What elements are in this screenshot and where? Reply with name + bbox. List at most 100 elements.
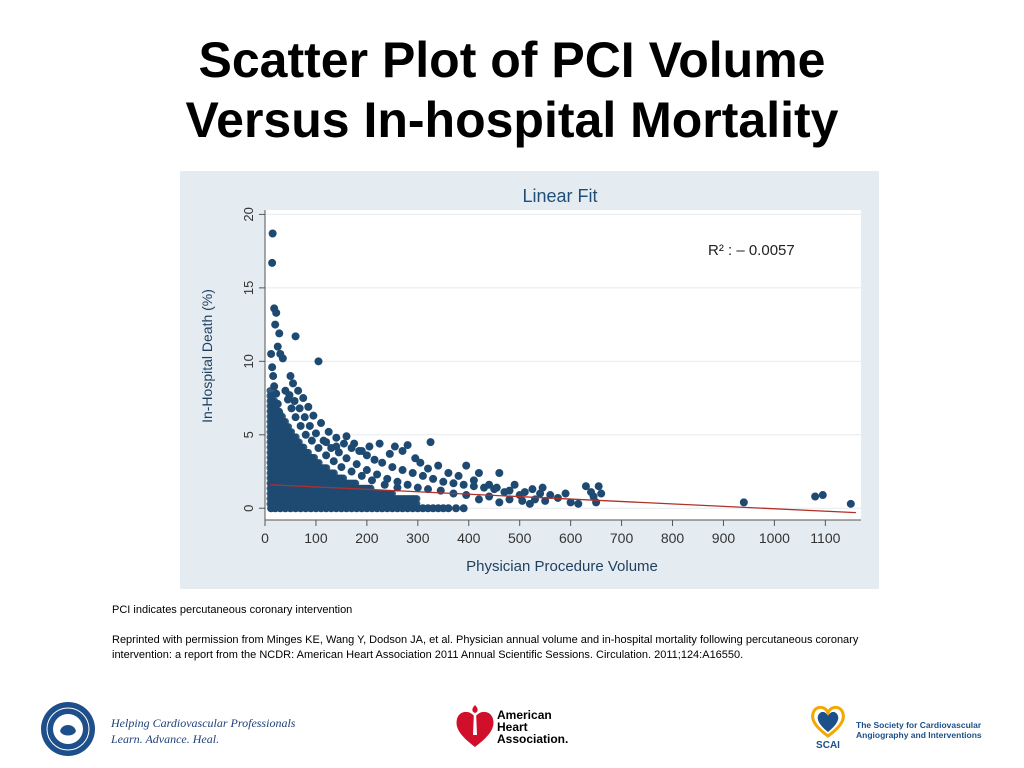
scatter-point: [339, 439, 348, 448]
scatter-point: [528, 485, 537, 494]
y-tick-label: 5: [241, 431, 256, 438]
scatter-point: [424, 464, 433, 473]
scatter-point: [469, 482, 478, 491]
scatter-point: [426, 438, 435, 447]
scatter-point: [268, 258, 277, 267]
scatter-point: [267, 349, 276, 358]
scatter-point: [305, 421, 314, 430]
scatter-point: [518, 496, 527, 505]
x-tick-label: 500: [508, 530, 532, 546]
scatter-point: [403, 441, 412, 450]
scatter-point: [319, 436, 328, 445]
scatter-point: [357, 446, 366, 455]
scatter-point: [739, 498, 748, 507]
scatter-point: [485, 492, 494, 501]
scatter-point: [538, 483, 547, 492]
scatter-point: [495, 468, 504, 477]
scatter-point: [327, 444, 336, 453]
acc-tagline-line-1: Helping Cardiovascular Professionals: [111, 716, 296, 730]
aha-line-1: American: [497, 708, 552, 722]
scatter-point: [561, 489, 570, 498]
acc-tagline-line-2: Learn. Advance. Heal.: [111, 732, 220, 746]
scatter-point: [546, 491, 555, 500]
scatter-point: [444, 468, 453, 477]
scatter-point: [492, 483, 501, 492]
scatter-point: [373, 470, 382, 479]
scatter-point: [268, 229, 277, 238]
scatter-point: [309, 411, 318, 420]
scatter-point: [424, 485, 433, 494]
scatter-point: [370, 455, 379, 464]
scai-line-2: Angiography and Interventions: [856, 730, 982, 740]
scatter-point: [485, 480, 494, 489]
x-tick-label: 700: [610, 530, 634, 546]
scatter-point: [273, 342, 282, 351]
scatter-point: [398, 466, 407, 475]
scatter-point: [429, 474, 438, 483]
scatter-point: [295, 404, 304, 413]
scatter-point: [294, 386, 303, 395]
scatter-point: [597, 489, 606, 498]
aha-line-2: Heart: [497, 720, 528, 734]
scatter-point: [347, 467, 356, 476]
x-axis-label: Physician Procedure Volume: [466, 558, 658, 575]
scatter-point: [541, 496, 550, 505]
scatter-point-dense: [413, 500, 421, 508]
scatter-point: [299, 394, 308, 403]
r-squared-annotation: R² : – 0.0057: [708, 242, 795, 259]
scatter-point: [462, 491, 471, 500]
scatter-point: [434, 461, 443, 470]
scatter-point: [459, 480, 468, 489]
scatter-point: [385, 449, 394, 458]
y-tick-label: 15: [241, 281, 256, 295]
aha-line-3: Association.: [497, 732, 569, 746]
scatter-point: [311, 429, 320, 438]
citation-note: Reprinted with permission from Minges KE…: [112, 634, 859, 661]
scatter-point: [278, 354, 287, 363]
scatter-point: [393, 477, 402, 486]
scatter-point: [594, 482, 603, 491]
scatter-point: [337, 463, 346, 472]
scatter-point: [574, 499, 583, 508]
scatter-point: [342, 432, 351, 441]
scatter-point: [301, 430, 310, 439]
scatter-chart: 0 5 10 15 20 0 100 200 300 400 500 600 700 800 900 1000…: [180, 171, 879, 589]
scatter-point: [362, 466, 371, 475]
y-axis-label: In-Hospital Death (%): [199, 289, 215, 423]
scai-line-1: The Society for Cardiovascular: [856, 720, 982, 730]
aha-wordmark: American Heart Association.: [497, 709, 568, 745]
x-tick-label: 300: [406, 530, 430, 546]
acc-tagline: Helping Cardiovascular Professionals Lea…: [111, 715, 295, 747]
scatter-point: [403, 480, 412, 489]
x-tick-label: 200: [355, 530, 379, 546]
x-tick-label: 1100: [810, 530, 840, 546]
y-tick-label: 20: [241, 207, 256, 221]
scatter-point: [296, 421, 305, 430]
scatter-point: [469, 476, 478, 485]
scatter-point: [444, 504, 453, 513]
scatter-point: [418, 471, 427, 480]
x-tick-label: 100: [304, 530, 328, 546]
scatter-point: [286, 372, 295, 381]
scatter-point: [811, 492, 820, 501]
scai-heart-logo: SCAI: [811, 705, 845, 750]
scatter-point: [289, 379, 298, 388]
scatter-point: [452, 504, 461, 513]
abbreviation-note: PCI indicates percutaneous coronary inte…: [112, 604, 353, 616]
scai-abbrev: SCAI: [816, 740, 840, 750]
scatter-point: [317, 419, 326, 428]
scatter-point: [268, 363, 277, 372]
scatter-point: [300, 413, 309, 422]
scatter-point: [505, 495, 514, 504]
scatter-point: [375, 439, 384, 448]
scatter-point: [334, 448, 343, 457]
scatter-point: [449, 479, 458, 488]
scatter-point: [474, 468, 483, 477]
scatter-point: [350, 439, 359, 448]
scatter-point: [413, 483, 422, 492]
scatter-point: [439, 477, 448, 486]
x-tick-label: 1000: [759, 530, 790, 546]
scatter-point: [581, 482, 590, 491]
scatter-point: [332, 433, 341, 442]
